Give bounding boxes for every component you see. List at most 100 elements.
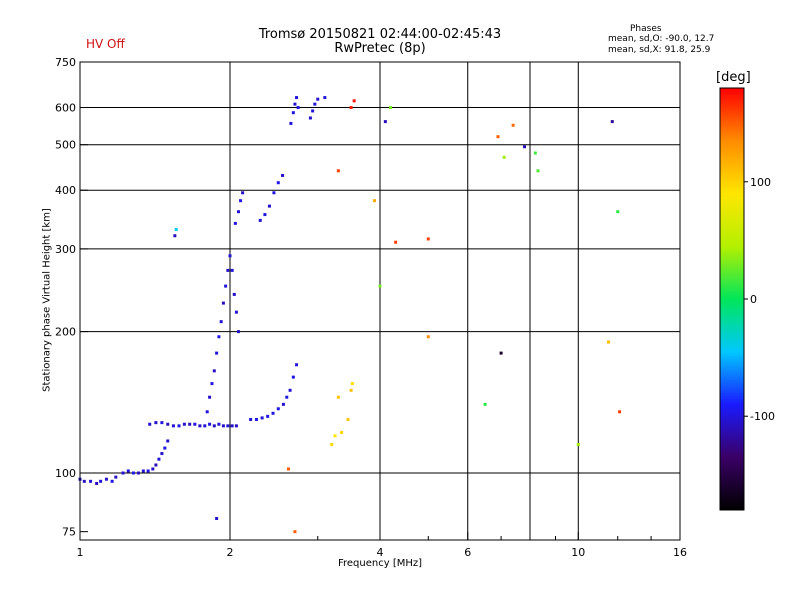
data-point — [239, 199, 243, 203]
data-point — [502, 155, 506, 159]
data-point — [346, 417, 350, 421]
data-point — [212, 424, 216, 428]
data-point — [177, 424, 181, 428]
data-point — [126, 469, 130, 473]
chart-subtitle: RwPretec (8p) — [334, 41, 426, 56]
data-point — [291, 375, 295, 379]
colorbar-tick-label: -100 — [750, 410, 775, 423]
data-point — [160, 452, 164, 456]
phase-stats-heading: Phases — [630, 24, 662, 34]
data-point — [272, 191, 276, 195]
data-point — [352, 99, 356, 103]
data-point — [241, 191, 245, 195]
data-point — [263, 213, 267, 217]
data-point — [288, 388, 292, 392]
data-point — [136, 471, 140, 475]
data-point — [154, 463, 158, 467]
data-point — [89, 479, 93, 483]
data-point — [131, 471, 135, 475]
data-point — [293, 102, 297, 106]
data-point — [389, 106, 393, 110]
data-point — [157, 457, 161, 461]
data-point — [378, 284, 382, 288]
hv-status-label: HV Off — [86, 37, 125, 51]
data-point — [533, 151, 537, 155]
data-point — [203, 424, 207, 428]
data-point — [295, 96, 299, 100]
data-point — [141, 469, 145, 473]
y-tick-label: 75 — [62, 526, 76, 539]
data-point — [217, 422, 221, 426]
data-point — [182, 422, 186, 426]
data-point — [323, 96, 327, 100]
data-point — [148, 422, 152, 426]
data-point — [208, 395, 212, 399]
data-point — [281, 173, 285, 177]
x-tick-label: 4 — [377, 546, 384, 559]
data-point — [95, 481, 99, 485]
data-point — [114, 475, 118, 479]
data-point — [230, 424, 234, 428]
data-point — [618, 410, 622, 414]
data-point — [511, 123, 515, 127]
data-point — [219, 320, 223, 324]
data-point — [232, 292, 236, 296]
data-point — [286, 467, 290, 471]
data-point — [426, 335, 430, 339]
y-tick-label: 300 — [55, 243, 76, 256]
data-point — [230, 268, 234, 272]
data-point — [330, 442, 334, 446]
data-point — [350, 382, 354, 386]
data-point — [221, 301, 225, 305]
data-point — [236, 210, 240, 214]
data-point — [154, 421, 158, 425]
data-point — [291, 111, 295, 115]
data-point — [224, 284, 228, 288]
y-tick-label: 500 — [55, 139, 76, 152]
data-point — [576, 442, 580, 446]
x-tick-label: 16 — [673, 546, 687, 559]
data-point — [166, 439, 170, 443]
data-point — [215, 517, 219, 521]
data-point — [289, 121, 293, 125]
data-point — [217, 335, 221, 339]
chart-title: Tromsø 20150821 02:44:00-02:45:43 — [258, 27, 502, 42]
data-point — [316, 97, 320, 101]
data-point — [171, 424, 175, 428]
data-point — [267, 204, 271, 208]
data-point — [499, 351, 503, 355]
data-point — [483, 402, 487, 406]
data-point — [610, 120, 614, 124]
colorbar-tick-label: 100 — [750, 176, 771, 189]
x-axis-label: Frequency [MHz] — [337, 558, 423, 569]
data-point — [308, 116, 312, 120]
y-tick-label: 400 — [55, 184, 76, 197]
data-point — [266, 414, 270, 418]
colorbar-ticks: 100 0 -100 — [744, 176, 775, 423]
x-tick-label: 6 — [464, 546, 471, 559]
phase-stats-x: mean, sd,X: 91.8, 25.9 — [608, 45, 711, 55]
colorbar — [719, 87, 745, 511]
data-point — [281, 402, 285, 406]
data-point — [166, 422, 170, 426]
data-point — [173, 234, 177, 238]
data-point — [249, 417, 253, 421]
data-point — [226, 424, 230, 428]
data-point — [383, 120, 387, 124]
data-point — [313, 102, 317, 106]
data-point — [276, 407, 280, 411]
data-point — [212, 369, 216, 373]
data-point — [311, 109, 315, 113]
data-point — [271, 411, 275, 415]
data-point — [215, 351, 219, 355]
data-point — [296, 106, 300, 110]
phase-stats-o: mean, sd,O: -90.0, 12.7 — [608, 34, 715, 44]
data-point — [340, 430, 344, 434]
data-point — [99, 479, 103, 483]
data-point — [228, 254, 232, 258]
gridlines — [80, 62, 680, 540]
data-point — [121, 471, 125, 475]
data-point — [208, 422, 212, 426]
data-points — [78, 96, 622, 534]
